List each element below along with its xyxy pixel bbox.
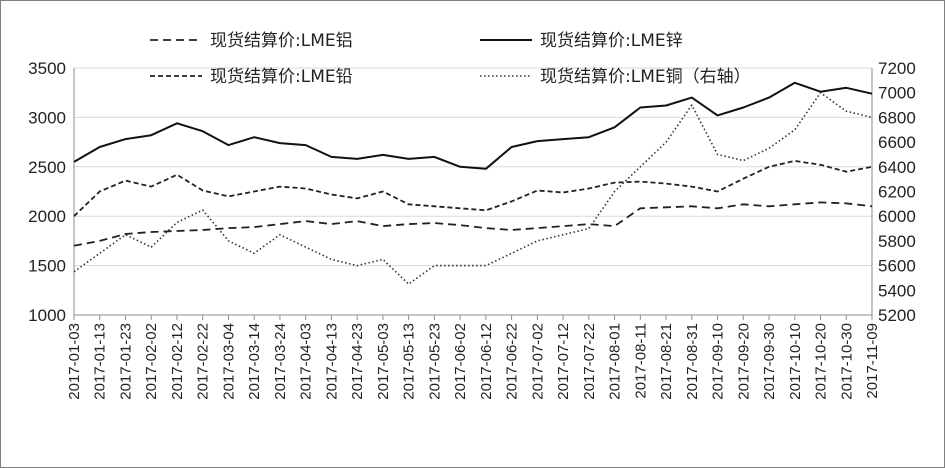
x-tick-label: 2017-02-22 (195, 323, 212, 400)
legend-entry: 现货结算价:LME锌 (540, 31, 683, 51)
x-tick-label: 2017-04-03 (298, 323, 315, 400)
x-tick-label: 2017-07-12 (555, 323, 572, 400)
legend-entry: 现货结算价:LME铜（右轴） (540, 67, 751, 87)
y-right-tick-label: 6400 (878, 158, 916, 177)
x-tick-label: 2017-07-22 (581, 323, 598, 400)
y-right-tick-label: 5200 (878, 306, 916, 325)
y-right-tick-label: 6600 (878, 133, 916, 152)
x-tick-label: 2017-03-14 (246, 323, 263, 400)
x-tick-label: 2017-08-11 (632, 323, 649, 399)
x-tick-label: 2017-05-03 (375, 323, 392, 400)
series-lme-copper-line (73, 91, 873, 285)
x-tick-label: 2017-04-23 (349, 323, 366, 400)
x-tick-label: 2017-08-21 (658, 323, 675, 400)
y-left-tick-label: 3000 (28, 108, 66, 127)
x-tick-label: 2017-06-22 (504, 323, 521, 400)
x-tick-label: 2017-01-13 (92, 323, 109, 400)
x-tick-label: 2017-04-13 (323, 323, 340, 400)
x-tick-label: 2017-08-31 (684, 323, 701, 400)
y-left-tick-label: 2000 (28, 207, 66, 226)
legend-entry: 现货结算价:LME铝 (210, 31, 353, 51)
x-tick-label: 2017-06-12 (478, 323, 495, 400)
axes: 1000 1500 2000 2500 3000 3500 5200 5400 5600 5800… (28, 59, 916, 400)
y-left-tick-label: 3500 (28, 59, 66, 78)
y-right-tick-label: 7200 (878, 59, 916, 78)
y-right-tick-label: 5400 (878, 281, 916, 300)
y-right-tick-label: 6000 (878, 207, 916, 226)
x-tick-label: 2017-02-02 (143, 323, 160, 400)
y-right-tick-label: 6200 (878, 183, 916, 202)
x-tick-label: 2017-02-12 (169, 323, 186, 400)
x-tick-label: 2017-05-23 (426, 323, 443, 400)
x-tick-label: 2017-10-10 (787, 323, 804, 400)
series-lme-zinc-line (73, 81, 873, 170)
y-right-tick-label: 5600 (878, 257, 916, 276)
x-tick-label: 2017-03-04 (220, 323, 237, 400)
y-left-tick-label: 2500 (28, 158, 66, 177)
x-tick-label: 2017-01-03 (66, 323, 83, 400)
x-tick-label: 2017-07-02 (529, 323, 546, 400)
y-left-tick-label: 1500 (28, 257, 66, 276)
x-tick-label: 2017-11-09 (864, 323, 881, 399)
x-tick-label: 2017-10-20 (813, 323, 830, 400)
x-tick-label: 2017-09-10 (710, 323, 727, 400)
x-tick-label: 2017-06-02 (452, 323, 469, 400)
series-lme-aluminium-line (73, 201, 873, 247)
x-tick-label: 2017-03-24 (272, 323, 289, 400)
y-right-tick-label: 7000 (878, 84, 916, 103)
x-tick-label: 2017-08-01 (607, 323, 624, 400)
x-tick-label: 2017-10-30 (838, 323, 855, 400)
legend-entry: 现货结算价:LME铅 (210, 67, 353, 87)
series-lines (73, 81, 873, 285)
x-tick-label: 2017-05-13 (401, 323, 418, 400)
y-right-tick-label: 5800 (878, 232, 916, 251)
x-tick-label: 2017-01-23 (117, 323, 134, 400)
y-left-tick-label: 1000 (28, 306, 66, 325)
series-lme-lead-line (73, 159, 873, 217)
y-right-tick-label: 6800 (878, 108, 916, 127)
x-tick-label: 2017-09-30 (761, 323, 778, 400)
x-tick-label: 2017-09-20 (735, 323, 752, 400)
